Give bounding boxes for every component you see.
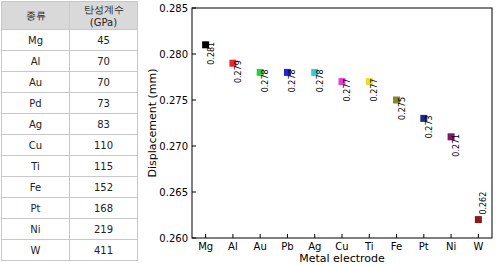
table-cell: 411 [70,240,138,261]
x-tick-label: Cu [335,241,348,252]
x-tick-label: Pb [281,241,293,252]
y-tick [192,146,196,147]
x-tick [342,234,343,238]
x-tick [314,234,315,238]
table-cell: 45 [70,30,138,51]
x-tick-label: Au [254,241,267,252]
data-label: 0.279 [234,60,243,83]
table-cell: Ni [2,219,70,240]
table-cell: Ag [2,114,70,135]
data-label: 0.277 [343,79,352,102]
y-tick-label: 0.280 [159,49,188,60]
table-cell: 83 [70,114,138,135]
x-tick [396,234,397,238]
x-tick [205,234,206,238]
data-label: 0.278 [288,69,297,92]
table-cell: Au [2,72,70,93]
header-cell: 종류 [2,2,70,30]
table-cell: 115 [70,156,138,177]
table-cell: Mg [2,30,70,51]
y-axis-title: Displacement (mm) [146,68,159,177]
x-tick [369,234,370,238]
table-cell: W [2,240,70,261]
table-cell: 70 [70,51,138,72]
table-cell: 73 [70,93,138,114]
plot-frame [192,8,492,238]
table-cell: 110 [70,135,138,156]
data-label: 0.277 [370,79,379,102]
data-label: 0.281 [207,42,216,65]
y-tick [192,192,196,193]
x-tick-label: Pt [419,241,429,252]
y-tick [192,238,196,239]
x-tick [287,234,288,238]
table-cell: 168 [70,198,138,219]
x-tick-label: Ag [308,241,321,252]
x-tick-label: W [473,241,483,252]
data-label: 0.271 [452,134,461,157]
data-label: 0.278 [316,69,325,92]
x-tick [451,234,452,238]
x-tick [478,234,479,238]
x-tick [423,234,424,238]
x-axis-title: Metal electrode [299,252,385,265]
x-tick-label: Al [228,241,238,252]
y-tick-label: 0.265 [159,187,188,198]
data-label: 0.275 [398,97,407,120]
markers [202,41,482,223]
table-cell: 152 [70,177,138,198]
x-tick-label: Fe [391,241,402,252]
table-cell: Al [2,51,70,72]
data-label: 0.278 [261,69,270,92]
y-tick [192,100,196,101]
table-cell: Ti [2,156,70,177]
y-tick-label: 0.285 [159,3,188,14]
y-tick [192,8,196,9]
table-cell: Pt [2,198,70,219]
data-label: 0.273 [425,115,434,138]
table-cell: 219 [70,219,138,240]
point [475,216,482,223]
y-tick-label: 0.275 [159,95,188,106]
y-tick-label: 0.260 [159,233,188,244]
y-tick-label: 0.270 [159,141,188,152]
y-tick [192,54,196,55]
elastic-modulus-table: 종류탄성계수 (GPa)Mg45Al70Au70Pd73Ag83Cu110Ti1… [1,1,138,261]
x-tick-label: Mg [198,241,213,252]
x-tick [260,234,261,238]
chart: 0.2600.2650.2700.2750.2800.285MgAlAuPbAg… [0,0,499,265]
x-tick-label: Ti [364,241,374,252]
table-cell: Fe [2,177,70,198]
data-label: 0.262 [479,192,488,215]
header-cell: 탄성계수 (GPa) [70,2,138,30]
x-tick [232,234,233,238]
x-tick-label: Ni [446,241,456,252]
table-cell: Pd [2,93,70,114]
table-cell: Cu [2,135,70,156]
table-cell: 70 [70,72,138,93]
